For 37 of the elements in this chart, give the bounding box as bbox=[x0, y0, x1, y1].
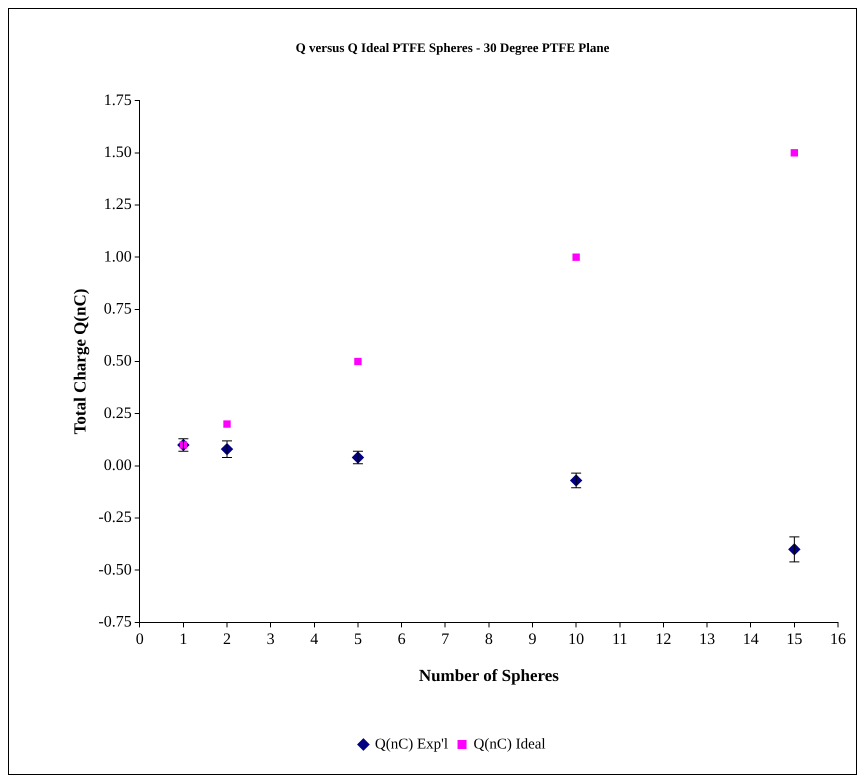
x-tick-label: 15 bbox=[786, 631, 802, 648]
x-tick-label: 0 bbox=[136, 631, 144, 648]
x-axis-title: Number of Spheres bbox=[418, 666, 560, 686]
legend-label: Q(nC) Ideal bbox=[474, 736, 546, 752]
y-tick-label: 0.50 bbox=[104, 352, 132, 370]
y-tick-label: -0.25 bbox=[98, 509, 132, 526]
x-tick-label: 5 bbox=[354, 631, 362, 648]
y-tick-label: 0.75 bbox=[104, 300, 132, 318]
point bbox=[223, 420, 231, 428]
x-tick-label: 3 bbox=[266, 631, 275, 648]
x-tick-label: 1 bbox=[179, 631, 188, 648]
x-tick-label: 8 bbox=[484, 631, 493, 648]
x-tick-label: 12 bbox=[655, 631, 672, 648]
y-tick-label: -0.75 bbox=[98, 614, 132, 631]
x-tick-label: 9 bbox=[528, 631, 537, 648]
x-tick-label: 11 bbox=[612, 631, 628, 648]
y-tick-label: 1.00 bbox=[104, 248, 132, 266]
x-tick-label: 7 bbox=[441, 631, 450, 648]
y-tick-label: 0.00 bbox=[104, 457, 132, 474]
y-tick-label: -0.50 bbox=[98, 561, 132, 578]
point bbox=[790, 149, 798, 156]
y-tick-label: 0.25 bbox=[104, 404, 132, 422]
y-tick-label: 1.75 bbox=[104, 92, 132, 109]
x-tick-label: 2 bbox=[223, 631, 232, 648]
x-tick-label: 16 bbox=[830, 631, 846, 648]
x-tick-label: 6 bbox=[398, 631, 406, 648]
x-tick-label: 4 bbox=[310, 631, 318, 648]
point bbox=[572, 253, 580, 261]
y-axis-title: Total Charge Q(nC) bbox=[70, 288, 90, 434]
x-tick-label: 13 bbox=[699, 631, 716, 648]
point bbox=[354, 358, 362, 366]
x-tick-label: 10 bbox=[568, 631, 584, 648]
chart-title: Q versus Q Ideal PTFE Spheres - 30 Degree PTFE Plane bbox=[296, 40, 610, 56]
x-tick-label: 14 bbox=[742, 631, 759, 648]
y-tick-label: 1.25 bbox=[104, 196, 132, 214]
y-tick-label: 1.50 bbox=[104, 144, 132, 161]
legend-label: Q(nC) Exp'l bbox=[374, 736, 448, 752]
